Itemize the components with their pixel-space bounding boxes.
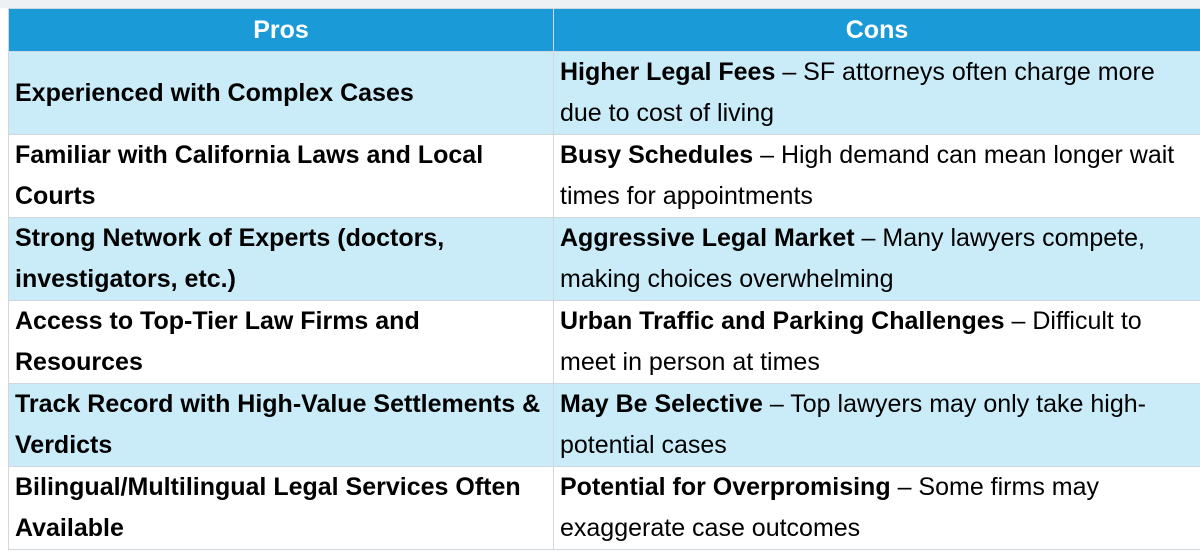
table-row: Familiar with California Laws and Local … [8,134,1200,218]
con-cell: May Be Selective – Top lawyers may only … [553,383,1200,467]
table-row: Bilingual/Multilingual Legal Services Of… [8,466,1200,550]
pros-cons-table: Pros Cons Experienced with Complex Cases… [8,8,1200,550]
con-cell: Potential for Overpromising – Some firms… [553,466,1200,550]
pro-cell: Bilingual/Multilingual Legal Services Of… [8,466,554,550]
pro-cell: Experienced with Complex Cases [8,51,554,135]
table-body: Experienced with Complex Cases Higher Leg… [8,51,1200,550]
header-cell: Pros [8,8,554,52]
con-text: – High demand can mean longer wait times… [560,141,1175,210]
con-cell: Busy Schedules – High demand can mean lo… [553,134,1200,218]
pro-cell: Strong Network of Experts (doctors, inve… [8,217,554,301]
con-text: – Top lawyers may only take high-potenti… [560,390,1146,459]
top-strip [0,0,1200,8]
table-row: Strong Network of Experts (doctors, inve… [8,217,1200,301]
con-text: – Difficult to meet in person at times [560,307,1142,376]
con-term: Busy Schedules [560,141,754,169]
pro-cell: Familiar with California Laws and Local … [8,134,554,218]
con-text: – Many lawyers compete, making choices o… [560,224,1145,293]
con-cell: Higher Legal Fees – SF attorneys often c… [553,51,1200,135]
con-term: May Be Selective [560,390,763,418]
con-cell: Urban Traffic and Parking Challenges – D… [553,300,1200,384]
table-row: Experienced with Complex Cases Higher Leg… [8,51,1200,135]
con-cell: Aggressive Legal Market – Many lawyers c… [553,217,1200,301]
table-row: Track Record with High-Value Settlements… [8,383,1200,467]
con-term: Higher Legal Fees [560,58,776,86]
con-text: – SF attorneys often charge more due to … [560,58,1155,127]
con-term: Urban Traffic and Parking Challenges [560,307,1005,335]
con-term: Potential for Overpromising [560,473,891,501]
con-text: – Some firms may exaggerate case outcome… [560,473,1099,542]
header-row: Pros Cons [8,8,1200,52]
table-row: Access to Top-Tier Law Firms and Resourc… [8,300,1200,384]
header-cell: Cons [553,8,1200,52]
pro-cell: Access to Top-Tier Law Firms and Resourc… [8,300,554,384]
pro-cell: Track Record with High-Value Settlements… [8,383,554,467]
con-term: Aggressive Legal Market [560,224,855,252]
